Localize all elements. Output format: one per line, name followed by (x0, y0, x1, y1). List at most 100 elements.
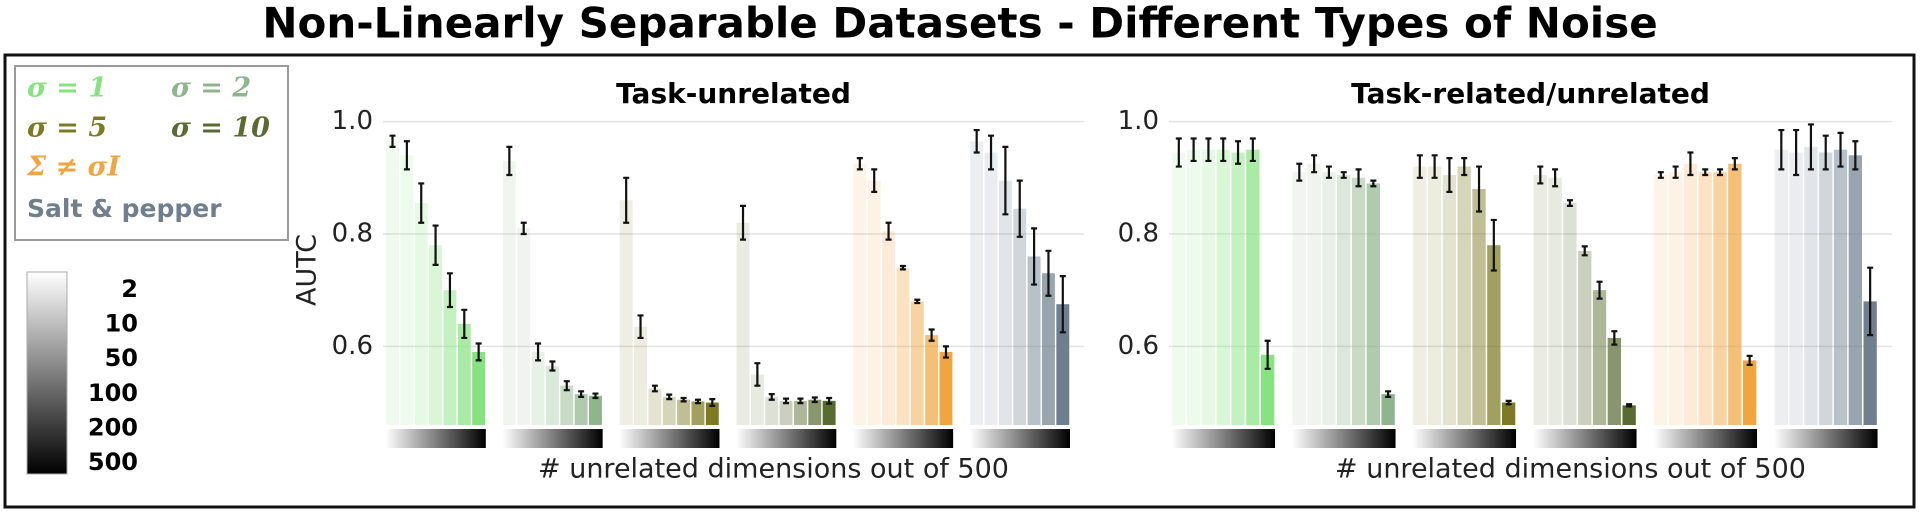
y-tick-label: 1.0 (1118, 106, 1159, 136)
error-bar (973, 128, 980, 154)
y-tick-label: 0.8 (332, 218, 373, 248)
error-bar (549, 360, 556, 372)
bar (1381, 394, 1395, 425)
error-bar (1581, 245, 1588, 257)
bar (1413, 166, 1427, 425)
bar (1578, 250, 1592, 425)
bar (1533, 174, 1547, 425)
y-tick-label: 0.6 (332, 331, 373, 361)
error-bar (1002, 145, 1009, 216)
error-bar (1672, 165, 1679, 179)
legend-box (14, 65, 289, 241)
error-bar (1031, 227, 1038, 286)
bar (1231, 152, 1245, 425)
error-bar (1325, 165, 1332, 179)
error-bar (797, 397, 804, 405)
error-bar (1717, 168, 1724, 177)
bar (736, 222, 750, 425)
error-bar (1596, 280, 1603, 300)
panel-title: Task-related/unrelated (1351, 77, 1710, 110)
dimension-strip (735, 429, 837, 448)
bar (808, 399, 822, 425)
bar (1592, 290, 1607, 425)
y-axis-label: AUTC (292, 234, 323, 306)
error-bar (1416, 154, 1423, 179)
error-bar (680, 396, 687, 403)
bar (882, 231, 896, 425)
colorbar-label: 2 (121, 275, 138, 303)
error-bar (1340, 171, 1347, 179)
dimension-strip (969, 429, 1070, 448)
bar (1622, 405, 1636, 425)
error-bar (1045, 249, 1052, 297)
error-bar (1355, 168, 1362, 188)
error-bar (637, 314, 644, 340)
bar (1292, 172, 1306, 425)
error-bar (578, 390, 585, 399)
bar (517, 228, 531, 425)
error-bar (1702, 168, 1709, 177)
error-bar (1837, 131, 1844, 168)
bar (1563, 203, 1577, 425)
error-bar (1731, 157, 1738, 171)
bar (574, 394, 588, 425)
error-bar (1235, 140, 1242, 165)
dimension-strip (1773, 429, 1878, 448)
error-bar (666, 393, 673, 401)
bar (589, 395, 602, 425)
dimension-strip (1412, 429, 1517, 448)
bar (1027, 256, 1041, 425)
bar (1013, 208, 1027, 425)
bar (750, 374, 764, 425)
legend-entry: Σ ≠ σI (26, 152, 121, 183)
error-bar (1385, 390, 1392, 399)
error-bar (1822, 134, 1829, 171)
bar (386, 141, 399, 426)
error-bar (1852, 140, 1859, 171)
bar (457, 323, 471, 425)
error-bar (1264, 339, 1271, 370)
dimension-strip (852, 429, 954, 448)
bar (910, 301, 924, 425)
bar (1216, 149, 1230, 425)
error-bar (783, 397, 790, 405)
error-bar (1793, 128, 1800, 177)
error-bar (1867, 266, 1874, 337)
y-tick-label: 0.6 (1118, 331, 1159, 361)
error-bar (1537, 165, 1544, 185)
bar (619, 200, 633, 425)
bar (822, 400, 836, 425)
legend-entry: σ = 1 (27, 73, 107, 104)
error-bar (1311, 154, 1318, 174)
error-bar (1807, 123, 1814, 171)
bar (429, 245, 443, 425)
bar (560, 385, 574, 425)
error-bar (389, 134, 396, 148)
error-bar (1370, 179, 1377, 188)
dimension-strip (1171, 429, 1276, 448)
legend-entry: σ = 10 (171, 113, 270, 144)
figure-title: Non-Linearly Separable Datasets - Differ… (262, 0, 1657, 48)
bar (939, 351, 953, 425)
colorbar-label: 50 (105, 344, 138, 372)
error-bar (885, 221, 892, 241)
bar (705, 402, 719, 425)
bar (1863, 301, 1877, 425)
error-bar (475, 342, 482, 362)
legend-entry: σ = 5 (27, 113, 107, 144)
bar (1246, 149, 1260, 425)
dimension-strip (502, 429, 603, 448)
error-bar (1296, 162, 1303, 182)
error-bar (1249, 137, 1256, 163)
bar (1774, 149, 1788, 425)
error-bar (856, 157, 863, 171)
bar (1742, 360, 1757, 425)
bar (984, 152, 998, 425)
error-bar (592, 392, 599, 400)
bar (1056, 304, 1070, 425)
error-bar (403, 140, 410, 171)
colorbar-label: 100 (88, 379, 138, 407)
y-tick-label: 1.0 (332, 106, 373, 136)
error-bar (914, 298, 921, 305)
error-bar (871, 168, 878, 193)
